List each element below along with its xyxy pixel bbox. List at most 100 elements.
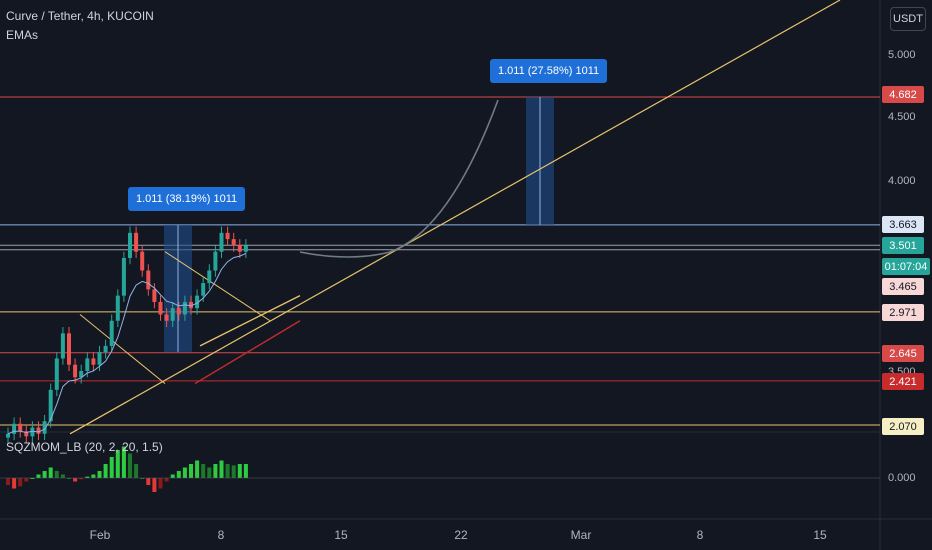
candle-body <box>115 295 120 321</box>
momentum-zero-label: 0.000 <box>888 472 916 484</box>
momentum-bar <box>231 465 236 478</box>
candle-body <box>24 431 29 437</box>
momentum-bar <box>140 478 145 479</box>
price-tag-3501: 3.501 <box>882 237 924 254</box>
x-tick-mar-15: 15 <box>813 528 827 542</box>
candle-body <box>30 427 35 437</box>
x-tick-mar: Mar <box>570 528 592 542</box>
x-tick-mar-8: 8 <box>696 528 704 542</box>
momentum-bar <box>237 464 242 478</box>
candle-body <box>182 301 187 315</box>
momentum-bar <box>85 476 90 478</box>
momentum-bar <box>146 478 151 485</box>
candle-body <box>176 308 181 315</box>
candle-body <box>54 358 59 390</box>
momentum-bar <box>201 464 206 478</box>
momentum-bar <box>91 474 96 478</box>
candle-body <box>158 301 163 315</box>
candle-body <box>213 251 218 271</box>
momentum-bar <box>67 478 71 479</box>
momentum-bar <box>79 478 84 480</box>
momentum-bar <box>164 478 169 482</box>
candle-body <box>237 245 242 252</box>
x-tick-feb: Feb <box>89 528 111 542</box>
candle-body <box>170 308 175 321</box>
candle-body <box>146 270 151 290</box>
candle-body <box>60 333 65 359</box>
trend-line-short <box>199 295 301 347</box>
momentum-bar <box>6 478 10 485</box>
momentum-bar <box>134 464 139 478</box>
momentum-bar <box>18 478 23 487</box>
measure-callout-first[interactable]: 1.011 (38.19%) 1011 <box>128 187 246 211</box>
momentum-bar <box>195 460 200 478</box>
candle-body <box>121 257 126 296</box>
price-tag-4682: 4.682 <box>882 86 924 103</box>
momentum-bar <box>42 471 47 478</box>
candle-body <box>18 423 23 432</box>
momentum-bar <box>24 478 29 482</box>
candle-body <box>207 270 212 284</box>
candle-body <box>195 295 200 309</box>
candle-body <box>42 421 47 434</box>
candle-body <box>73 364 78 378</box>
momentum-bar <box>12 478 17 489</box>
candle-body <box>97 352 102 365</box>
candle-body <box>48 389 53 422</box>
momentum-bar <box>97 471 102 478</box>
candle-body <box>219 232 224 252</box>
candle-body <box>67 333 71 365</box>
candle-body <box>134 232 139 252</box>
momentum-bar <box>152 478 157 492</box>
price-tag-3465: 3.465 <box>882 278 924 295</box>
momentum-bar <box>158 478 163 489</box>
indicator-label-emas[interactable]: EMAs <box>6 28 39 42</box>
candle-body <box>152 289 157 302</box>
ema-line <box>7 252 247 435</box>
candle-body <box>109 320 114 346</box>
momentum-bar <box>225 464 230 478</box>
y-tick-5000: 5.000 <box>888 49 916 61</box>
candle-body <box>36 427 41 434</box>
candle-body <box>201 283 206 296</box>
candle-body <box>103 345 108 353</box>
currency-button[interactable]: USDT <box>890 7 926 31</box>
candle-body <box>243 245 248 252</box>
trendline-long <box>69 0 841 435</box>
y-tick-4000: 4.000 <box>888 175 916 187</box>
countdown-tag: 01:07:04 <box>882 258 930 275</box>
momentum-bar <box>243 464 248 478</box>
price-tag-2645: 2.645 <box>882 345 924 362</box>
projection-curve <box>299 99 499 258</box>
momentum-bar <box>54 471 59 478</box>
momentum-bar <box>213 464 218 478</box>
candle-body <box>189 301 193 309</box>
momentum-bar <box>115 450 120 478</box>
momentum-bar <box>30 478 35 479</box>
candle-body <box>140 251 145 271</box>
candle-body <box>12 423 17 434</box>
candle-body <box>164 314 169 321</box>
x-tick-feb-8: 8 <box>217 528 225 542</box>
momentum-bar <box>170 474 175 478</box>
support-line-red <box>194 320 301 385</box>
candle-body <box>6 433 10 438</box>
measure-callout-second[interactable]: 1.011 (27.58%) 1011 <box>490 59 608 83</box>
candle-body <box>85 358 90 371</box>
candle-body <box>91 358 96 365</box>
price-tag-2070: 2.070 <box>882 418 924 435</box>
momentum-bar <box>189 464 193 478</box>
indicator-label-squeeze[interactable]: SQZMOM_LB (20, 2, 20, 1.5) <box>6 440 163 454</box>
price-tag-3663: 3.663 <box>882 216 924 233</box>
momentum-bar <box>176 471 181 478</box>
momentum-bar <box>48 467 53 478</box>
momentum-bar <box>36 474 41 478</box>
candle-body <box>231 239 236 246</box>
x-tick-feb-22: 22 <box>454 528 468 542</box>
momentum-bar <box>103 464 108 478</box>
y-tick-4500: 4.500 <box>888 111 916 123</box>
wedge-line-1 <box>79 314 166 384</box>
price-tag-2421: 2.421 <box>882 373 924 390</box>
wedge-line-2 <box>164 251 271 322</box>
